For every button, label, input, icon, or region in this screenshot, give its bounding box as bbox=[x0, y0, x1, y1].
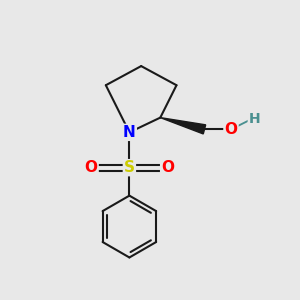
Text: O: O bbox=[224, 122, 238, 137]
Text: H: H bbox=[249, 112, 260, 126]
Text: O: O bbox=[85, 160, 98, 175]
Text: O: O bbox=[161, 160, 174, 175]
Polygon shape bbox=[160, 118, 206, 134]
Text: S: S bbox=[124, 160, 135, 175]
Text: N: N bbox=[123, 125, 136, 140]
